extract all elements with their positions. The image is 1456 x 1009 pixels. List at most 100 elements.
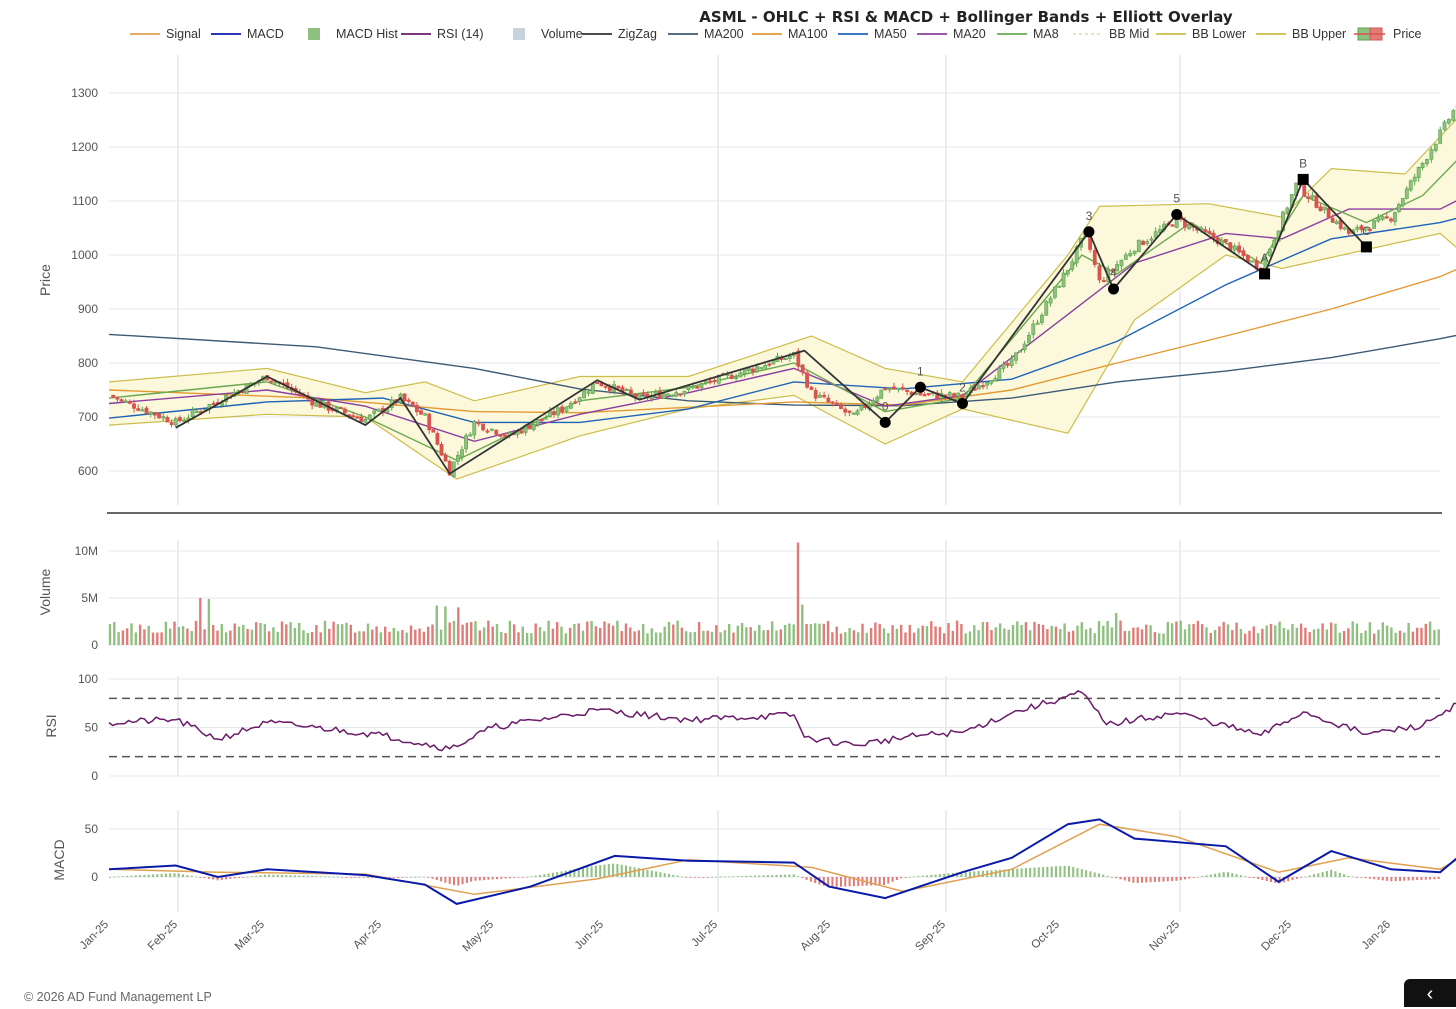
legend-item[interactable]: MA200 xyxy=(668,27,744,41)
volume-bar xyxy=(1261,628,1264,645)
legend[interactable]: Signal MACD MACD Hist RSI (14) Volume ZigZag M… xyxy=(130,27,1422,41)
candle-body xyxy=(1393,212,1397,222)
macd-hist-bar xyxy=(947,873,950,877)
legend-item[interactable]: MA20 xyxy=(917,27,986,41)
macd-hist-bar xyxy=(1153,877,1156,883)
legend-item[interactable]: MA50 xyxy=(838,27,907,41)
legend-item[interactable]: MACD xyxy=(211,27,284,41)
candle-body xyxy=(699,383,704,389)
legend-label: MA20 xyxy=(953,27,986,41)
volume-bar xyxy=(255,622,258,645)
candle-body xyxy=(1326,207,1331,218)
volume-bar xyxy=(835,626,838,645)
volume-bar xyxy=(577,623,580,645)
candle-body xyxy=(519,430,524,434)
candle-body xyxy=(976,385,981,390)
candle-body xyxy=(351,415,356,418)
elliott-wave-marker xyxy=(1297,173,1309,185)
macd-hist-bar xyxy=(711,876,713,878)
collapse-button[interactable]: ‹ xyxy=(1404,979,1456,1007)
volume-bar xyxy=(328,628,331,645)
volume-bar xyxy=(822,623,825,645)
volume-bar xyxy=(1239,628,1243,645)
macd-hist-bar xyxy=(1235,874,1238,877)
macd-hist-bar xyxy=(642,868,645,877)
volume-bar xyxy=(551,628,555,645)
macd-hist-bar xyxy=(887,877,890,884)
macd-hist-bar xyxy=(676,875,679,877)
candle-body xyxy=(670,394,675,397)
macd-panel: 0 50 MACD xyxy=(51,810,1456,912)
legend-item[interactable]: MACD Hist xyxy=(308,27,398,41)
volume-bar xyxy=(1416,627,1419,645)
macd-hist-bar xyxy=(883,877,885,885)
elliott-wave-label: A xyxy=(1261,251,1269,265)
volume-bar xyxy=(900,624,903,645)
candle-body xyxy=(1400,198,1405,206)
macd-hist-bar xyxy=(612,863,615,877)
price-tick-label: 800 xyxy=(78,356,98,370)
volume-bar xyxy=(693,631,696,645)
candle-body xyxy=(1380,216,1385,220)
macd-hist-bar xyxy=(207,877,210,879)
macd-hist-bar xyxy=(1166,877,1169,882)
legend-item[interactable]: Signal xyxy=(130,27,201,41)
volume-bar xyxy=(1351,621,1354,645)
volume-bar xyxy=(362,631,365,645)
volume-bar xyxy=(1033,621,1036,645)
legend-item[interactable]: RSI (14) xyxy=(401,27,484,41)
legend-item[interactable]: MA8 xyxy=(997,27,1059,41)
macd-hist-bar xyxy=(1106,875,1109,877)
candle-body xyxy=(822,394,827,398)
macd-hist-bar xyxy=(315,876,318,877)
macd-hist-bar xyxy=(693,877,696,878)
candle-body xyxy=(1123,254,1128,260)
volume-bar xyxy=(964,633,967,645)
macd-hist-bar xyxy=(177,873,180,877)
candle-body xyxy=(1384,216,1389,219)
x-tick-label: Jul-25 xyxy=(689,919,720,950)
legend-item[interactable]: Volume xyxy=(513,27,583,41)
macd-hist-bar xyxy=(827,877,830,887)
volume-bar xyxy=(465,622,469,645)
volume-bar xyxy=(1222,621,1225,645)
volume-bar xyxy=(568,627,572,645)
legend-item[interactable]: Price xyxy=(1354,27,1422,41)
price-tick-label: 1200 xyxy=(71,140,98,154)
macd-hist-bar xyxy=(362,877,365,878)
volume-bar xyxy=(865,632,868,645)
volume-bar xyxy=(1132,627,1135,645)
volume-bar xyxy=(1377,629,1380,645)
volume-bar xyxy=(1420,627,1423,645)
candle-body xyxy=(767,363,772,366)
legend-item[interactable]: BB Mid xyxy=(1073,27,1149,41)
volume-bar xyxy=(672,624,675,645)
candle-body xyxy=(363,419,368,423)
elliott-wave-label: 4 xyxy=(1110,266,1117,280)
volume-bar xyxy=(233,623,236,645)
macd-hist-bar xyxy=(1067,865,1070,877)
legend-item[interactable]: BB Upper xyxy=(1256,27,1346,41)
legend-item[interactable]: MA100 xyxy=(752,27,828,41)
macd-hist-bar xyxy=(1433,877,1436,880)
volume-bar xyxy=(1244,633,1247,645)
candle-body xyxy=(564,406,569,412)
legend-item[interactable]: BB Lower xyxy=(1156,27,1246,41)
volume-bar xyxy=(1355,623,1359,645)
macd-hist-bar xyxy=(212,877,215,880)
candle-body xyxy=(1342,227,1347,230)
candle-body xyxy=(1368,228,1372,231)
macd-hist-bar xyxy=(229,877,232,879)
volume-bar xyxy=(448,622,451,645)
candle-body xyxy=(695,386,700,389)
macd-hist-bar xyxy=(1356,877,1358,878)
candle-body xyxy=(918,392,923,396)
candle-body xyxy=(1314,195,1319,208)
volume-bar xyxy=(310,632,314,645)
volume-bar xyxy=(749,627,752,645)
candle-body xyxy=(127,401,132,404)
macd-hist-bar xyxy=(1265,877,1268,882)
candle-body xyxy=(468,434,473,437)
x-axis: Jan-25 Feb-25 Mar-25 Apr-25 May-25 Jun-25 Jul-… xyxy=(78,919,1393,955)
legend-item[interactable]: ZigZag xyxy=(582,27,657,41)
